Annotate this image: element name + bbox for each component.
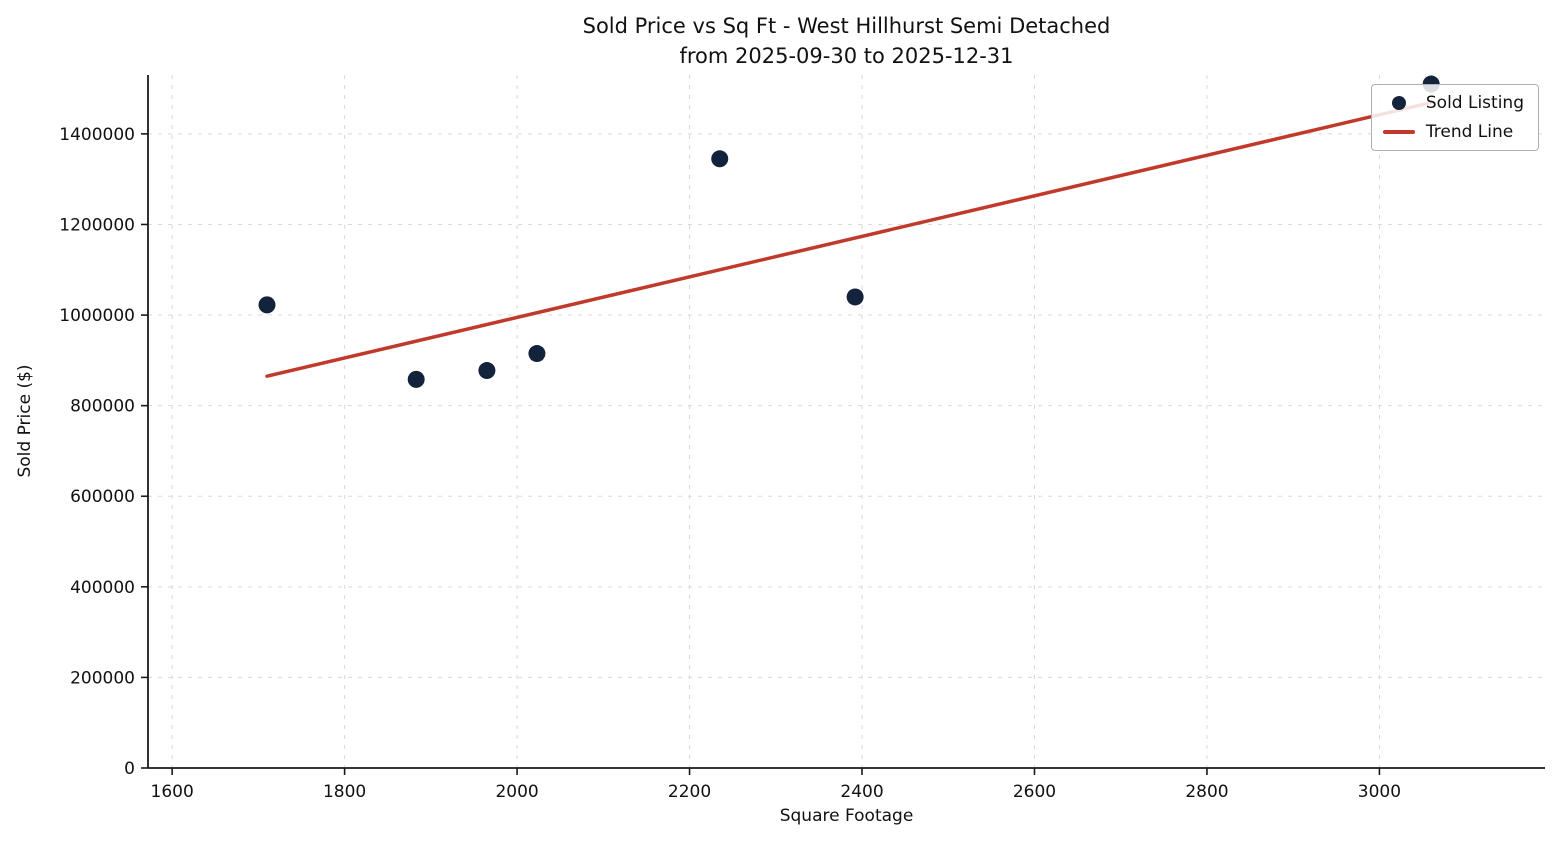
scatter-point — [528, 345, 546, 363]
scatter-point — [711, 150, 729, 168]
x-tick-label: 3000 — [1358, 782, 1401, 802]
legend-marker-cell — [1382, 96, 1416, 110]
x-tick-label: 2400 — [840, 782, 883, 802]
y-tick-label: 1400000 — [59, 125, 135, 145]
legend-label-sold-listing: Sold Listing — [1425, 93, 1524, 113]
y-tick-label: 800000 — [70, 397, 135, 417]
x-tick-label: 2800 — [1185, 782, 1228, 802]
chart-title-block: Sold Price vs Sq Ft - West Hillhurst Sem… — [148, 12, 1545, 72]
legend-label-trend-line: Trend Line — [1425, 122, 1514, 142]
x-tick-label: 1600 — [151, 782, 194, 802]
chart-title: Sold Price vs Sq Ft - West Hillhurst Sem… — [582, 14, 1111, 38]
scatter-point — [478, 362, 496, 380]
x-tick-label: 2200 — [668, 782, 711, 802]
legend-marker-cell — [1382, 130, 1416, 134]
y-tick-label: 0 — [124, 759, 135, 779]
x-tick-label: 2600 — [1013, 782, 1056, 802]
y-tick-label: 200000 — [70, 668, 135, 688]
x-tick-label: 1800 — [323, 782, 366, 802]
legend-item-trend-line: Trend Line — [1382, 122, 1524, 142]
x-tick-label: 2000 — [495, 782, 538, 802]
sold-listing-dot-icon — [1391, 96, 1406, 110]
y-tick-label: 400000 — [70, 578, 135, 598]
legend-item-sold-listing: Sold Listing — [1382, 93, 1524, 113]
scatter-point — [846, 288, 864, 306]
y-tick-label: 600000 — [70, 487, 135, 507]
y-axis-label: Sold Price ($) — [15, 364, 35, 478]
chart-subtitle: from 2025-09-30 to 2025-12-31 — [679, 43, 1014, 68]
trend-line — [265, 100, 1435, 378]
y-tick-label: 1000000 — [59, 306, 135, 326]
x-axis-label: Square Footage — [779, 806, 914, 826]
y-tick-label: 1200000 — [59, 215, 135, 235]
trend-line-swatch-icon — [1382, 130, 1415, 134]
scatter-point — [258, 296, 276, 314]
legend: Sold Listing Trend Line — [1370, 84, 1539, 151]
scatter-point — [407, 370, 425, 388]
